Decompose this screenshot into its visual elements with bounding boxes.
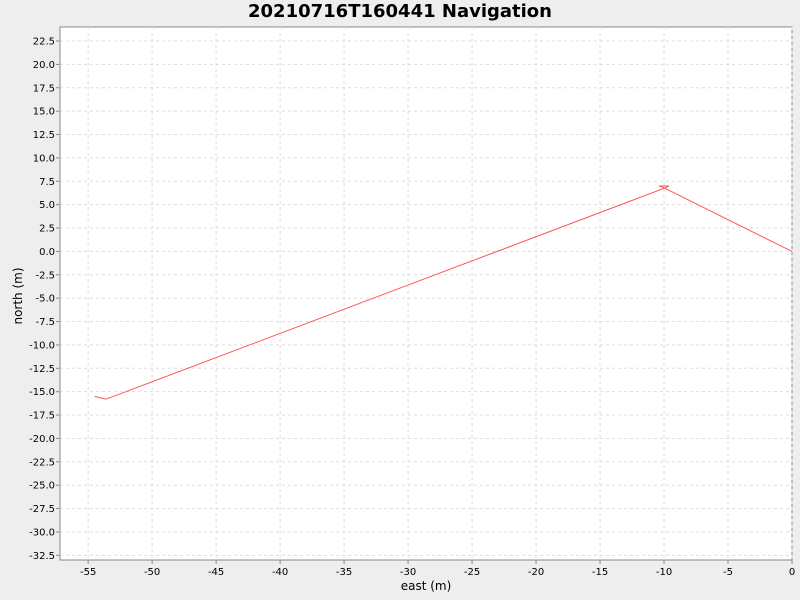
x-tick-label: -35: [336, 567, 352, 578]
y-tick-label: 17.5: [33, 83, 55, 94]
y-tick-label: 5.0: [39, 200, 55, 211]
y-tick-label: 12.5: [33, 130, 55, 141]
x-tick-label: -30: [400, 567, 416, 578]
x-tick-label: -15: [592, 567, 608, 578]
series-layer: [94, 185, 793, 400]
x-tick-label: -55: [80, 567, 96, 578]
y-tick-label: -15.0: [29, 387, 55, 398]
y-tick-label: -20.0: [29, 434, 55, 445]
x-axis-label: east (m): [401, 579, 452, 593]
y-tick-label: 20.0: [33, 60, 55, 71]
x-tick-label: -5: [723, 567, 733, 578]
plot-area: [59, 26, 793, 561]
y-tick-label: -32.5: [29, 551, 55, 562]
x-tick-label: 0: [789, 567, 795, 578]
y-tick-label: 15.0: [33, 107, 55, 118]
y-tick-label: -30.0: [29, 527, 55, 538]
y-tick-label: 22.5: [33, 37, 55, 48]
x-tick-label: -10: [656, 567, 672, 578]
axis-ticks: -55 -50 -45 -40 -35 -30 -25 -20 -15 -10 -5 022.520.…: [29, 37, 795, 578]
grid-lines: [60, 27, 793, 560]
y-tick-label: 2.5: [39, 224, 55, 235]
y-tick-label: -22.5: [29, 457, 55, 468]
y-tick-label: -17.5: [29, 411, 55, 422]
x-tick-label: -25: [464, 567, 480, 578]
y-tick-label: -2.5: [35, 270, 55, 281]
y-tick-label: 10.0: [33, 153, 55, 164]
y-tick-label: -27.5: [29, 504, 55, 515]
y-tick-label: 0.0: [39, 247, 55, 258]
series-line: [94, 185, 793, 400]
y-tick-label: 7.5: [39, 177, 55, 188]
y-tick-label: -5.0: [35, 294, 55, 305]
x-tick-label: -45: [208, 567, 224, 578]
y-tick-label: -12.5: [29, 364, 55, 375]
chart-title: 20210716T160441 Navigation: [248, 1, 552, 22]
y-tick-label: -7.5: [35, 317, 55, 328]
x-tick-label: -20: [528, 567, 544, 578]
x-tick-label: -50: [144, 567, 160, 578]
y-axis-label: north (m): [11, 267, 25, 324]
y-tick-label: -10.0: [29, 340, 55, 351]
x-tick-label: -40: [272, 567, 288, 578]
y-tick-label: -25.0: [29, 481, 55, 492]
